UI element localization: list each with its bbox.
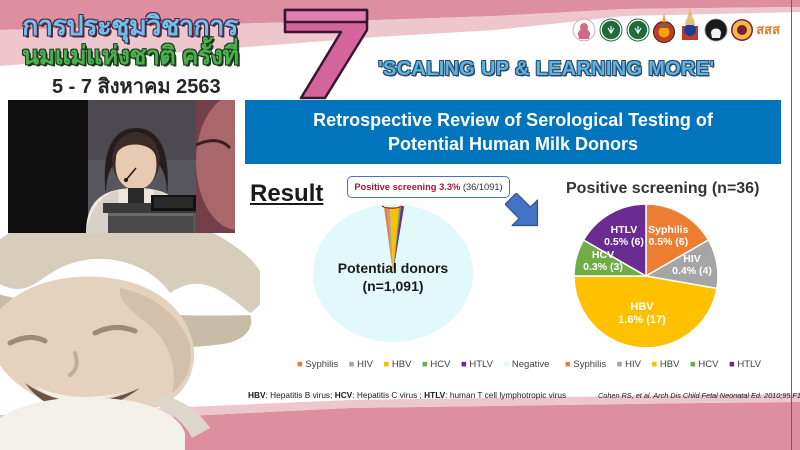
svg-text:สสส: สสส <box>756 22 780 37</box>
